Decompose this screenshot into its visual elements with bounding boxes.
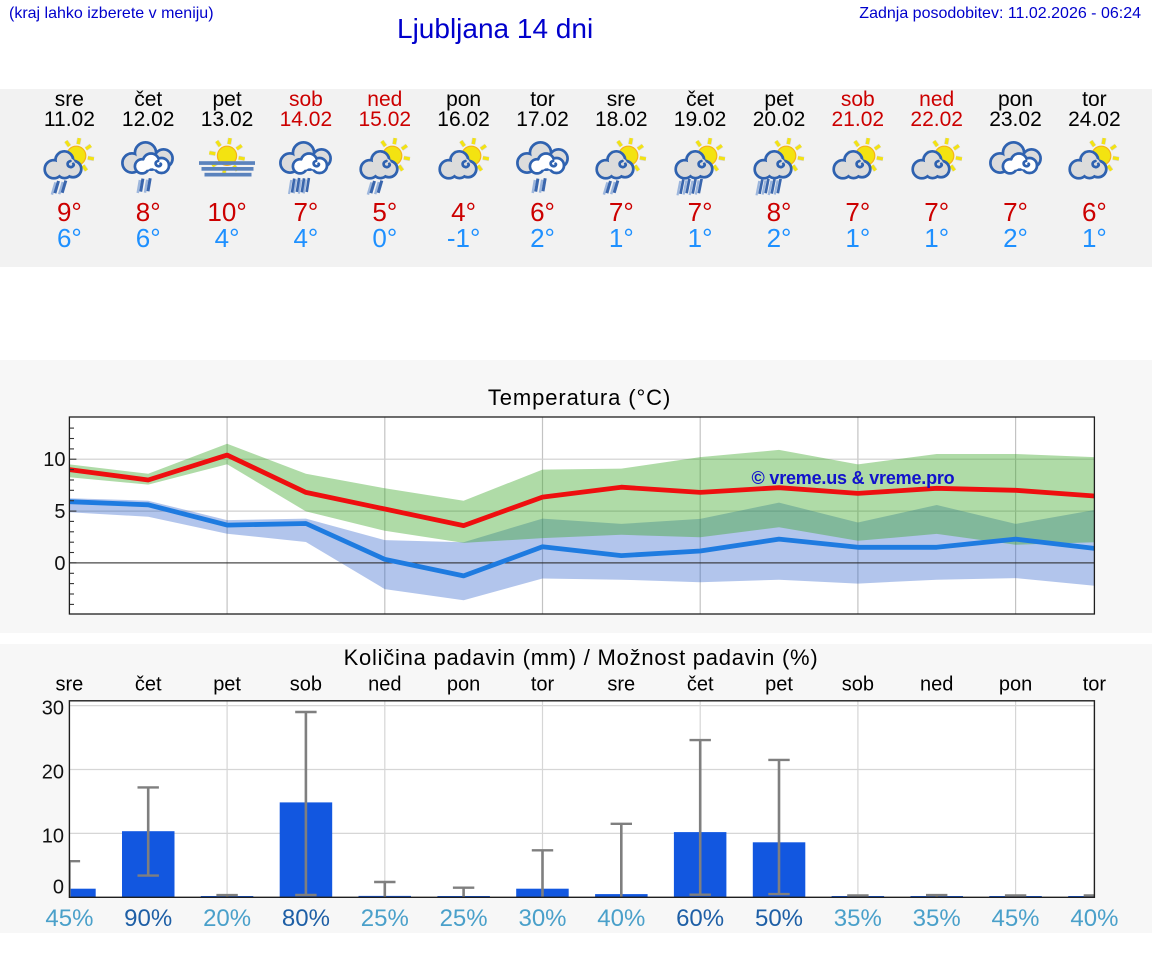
svg-text:tor: tor bbox=[531, 673, 555, 695]
svg-text:sob: sob bbox=[842, 673, 874, 695]
svg-text:sob: sob bbox=[290, 673, 322, 695]
svg-text:sre: sre bbox=[56, 673, 84, 695]
svg-text:ned: ned bbox=[920, 673, 953, 695]
svg-text:20: 20 bbox=[42, 762, 64, 784]
svg-text:pon: pon bbox=[447, 673, 480, 695]
svg-text:pon: pon bbox=[999, 673, 1032, 695]
svg-text:10: 10 bbox=[42, 825, 64, 847]
svg-text:sre: sre bbox=[607, 673, 635, 695]
svg-text:0: 0 bbox=[53, 877, 64, 899]
svg-text:10: 10 bbox=[43, 449, 65, 471]
svg-text:pet: pet bbox=[765, 673, 793, 695]
svg-text:5: 5 bbox=[54, 501, 65, 523]
svg-text:ned: ned bbox=[368, 673, 401, 695]
svg-text:pet: pet bbox=[213, 673, 241, 695]
svg-text:30: 30 bbox=[42, 698, 64, 720]
svg-text:© vreme.us & vreme.pro: © vreme.us & vreme.pro bbox=[752, 468, 955, 488]
svg-text:čet: čet bbox=[135, 673, 162, 695]
svg-text:0: 0 bbox=[54, 553, 65, 575]
svg-text:tor: tor bbox=[1083, 673, 1107, 695]
svg-text:čet: čet bbox=[687, 673, 714, 695]
